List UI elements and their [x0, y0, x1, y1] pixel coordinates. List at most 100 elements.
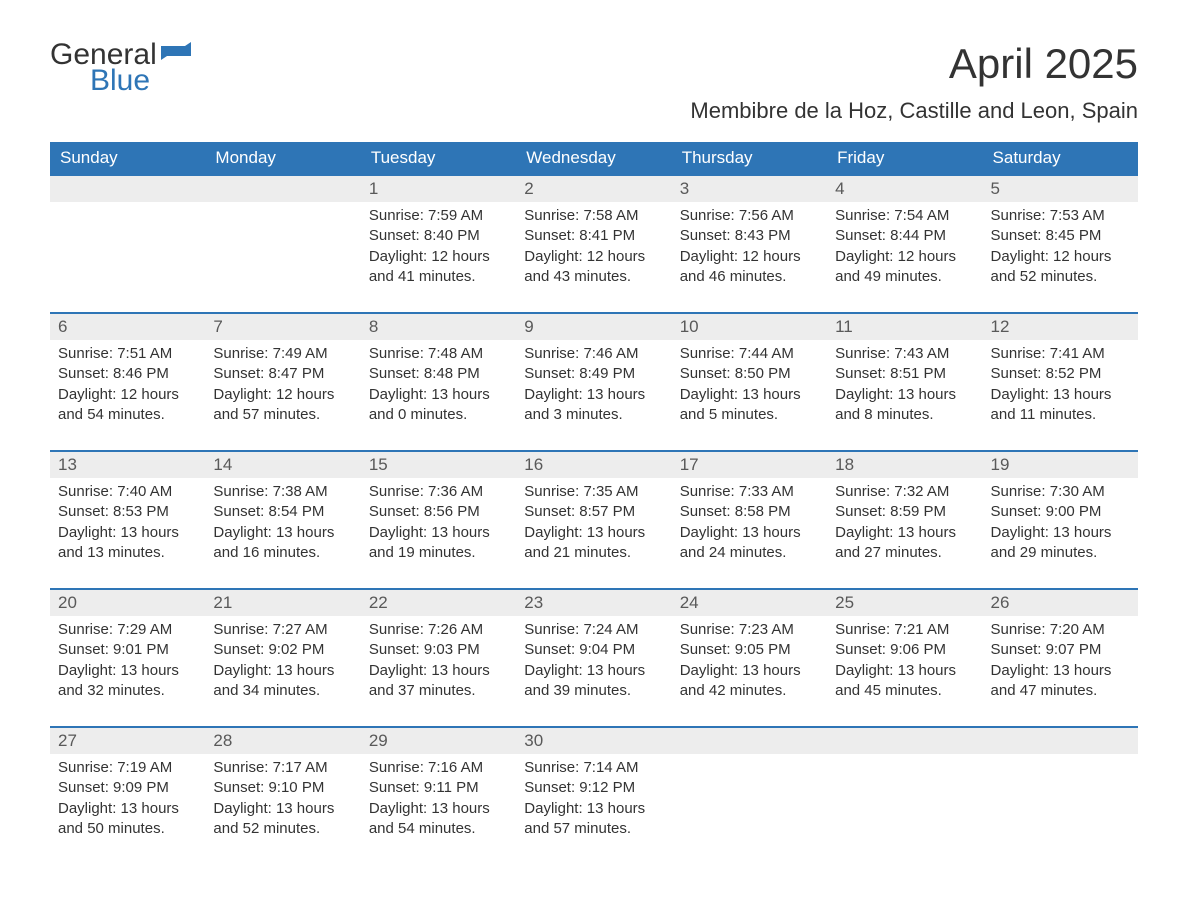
day-blank	[983, 727, 1138, 754]
day-number: 27	[50, 727, 205, 754]
day-sunrise: Sunrise: 7:49 AM	[213, 344, 352, 364]
day-sunrise: Sunrise: 7:58 AM	[524, 206, 663, 226]
day-details: Sunrise: 7:32 AMSunset: 8:59 PMDaylight:…	[827, 478, 982, 571]
day-d1: Daylight: 13 hours	[524, 661, 663, 681]
day-d1: Daylight: 13 hours	[213, 661, 352, 681]
day-sunrise: Sunrise: 7:43 AM	[835, 344, 974, 364]
day-d2: and 11 minutes.	[991, 405, 1130, 425]
day-number: 13	[50, 451, 205, 478]
day-d1: Daylight: 13 hours	[58, 799, 197, 819]
day-d2: and 39 minutes.	[524, 681, 663, 701]
calendar-table: SundayMondayTuesdayWednesdayThursdayFrid…	[50, 142, 1138, 847]
day-sunset: Sunset: 9:09 PM	[58, 778, 197, 798]
day-number: 15	[361, 451, 516, 478]
day-sunset: Sunset: 8:46 PM	[58, 364, 197, 384]
day-details: Sunrise: 7:51 AMSunset: 8:46 PMDaylight:…	[50, 340, 205, 433]
week-spacer	[50, 571, 1138, 589]
day-details: Sunrise: 7:46 AMSunset: 8:49 PMDaylight:…	[516, 340, 671, 433]
day-sunrise: Sunrise: 7:36 AM	[369, 482, 508, 502]
day-blank	[50, 175, 205, 202]
day-sunrise: Sunrise: 7:59 AM	[369, 206, 508, 226]
location: Membibre de la Hoz, Castille and Leon, S…	[690, 98, 1138, 124]
day-sunset: Sunset: 8:57 PM	[524, 502, 663, 522]
day-sunset: Sunset: 9:04 PM	[524, 640, 663, 660]
day-number: 2	[516, 175, 671, 202]
day-d2: and 37 minutes.	[369, 681, 508, 701]
day-sunset: Sunset: 8:41 PM	[524, 226, 663, 246]
day-sunrise: Sunrise: 7:56 AM	[680, 206, 819, 226]
day-d1: Daylight: 13 hours	[680, 523, 819, 543]
day-number: 29	[361, 727, 516, 754]
day-d1: Daylight: 13 hours	[680, 661, 819, 681]
day-details: Sunrise: 7:56 AMSunset: 8:43 PMDaylight:…	[672, 202, 827, 295]
day-header: Monday	[205, 142, 360, 175]
day-d1: Daylight: 12 hours	[524, 247, 663, 267]
day-sunrise: Sunrise: 7:53 AM	[991, 206, 1130, 226]
day-details: Sunrise: 7:53 AMSunset: 8:45 PMDaylight:…	[983, 202, 1138, 295]
day-number: 4	[827, 175, 982, 202]
day-d2: and 47 minutes.	[991, 681, 1130, 701]
day-sunrise: Sunrise: 7:16 AM	[369, 758, 508, 778]
day-header: Friday	[827, 142, 982, 175]
day-number: 25	[827, 589, 982, 616]
day-d2: and 21 minutes.	[524, 543, 663, 563]
day-d1: Daylight: 13 hours	[369, 661, 508, 681]
day-sunrise: Sunrise: 7:29 AM	[58, 620, 197, 640]
day-details: Sunrise: 7:59 AMSunset: 8:40 PMDaylight:…	[361, 202, 516, 295]
day-sunrise: Sunrise: 7:27 AM	[213, 620, 352, 640]
day-sunset: Sunset: 9:07 PM	[991, 640, 1130, 660]
week-spacer	[50, 709, 1138, 727]
day-sunrise: Sunrise: 7:48 AM	[369, 344, 508, 364]
day-details: Sunrise: 7:40 AMSunset: 8:53 PMDaylight:…	[50, 478, 205, 571]
day-sunrise: Sunrise: 7:20 AM	[991, 620, 1130, 640]
day-sunrise: Sunrise: 7:33 AM	[680, 482, 819, 502]
day-d1: Daylight: 13 hours	[369, 385, 508, 405]
day-details: Sunrise: 7:20 AMSunset: 9:07 PMDaylight:…	[983, 616, 1138, 709]
day-number: 7	[205, 313, 360, 340]
day-details: Sunrise: 7:30 AMSunset: 9:00 PMDaylight:…	[983, 478, 1138, 571]
day-d1: Daylight: 13 hours	[524, 523, 663, 543]
day-d2: and 50 minutes.	[58, 819, 197, 839]
day-d2: and 24 minutes.	[680, 543, 819, 563]
day-blank	[827, 727, 982, 754]
day-d2: and 43 minutes.	[524, 267, 663, 287]
day-details: Sunrise: 7:26 AMSunset: 9:03 PMDaylight:…	[361, 616, 516, 709]
day-d2: and 42 minutes.	[680, 681, 819, 701]
day-d1: Daylight: 12 hours	[680, 247, 819, 267]
day-number: 5	[983, 175, 1138, 202]
day-d2: and 54 minutes.	[58, 405, 197, 425]
day-details: Sunrise: 7:54 AMSunset: 8:44 PMDaylight:…	[827, 202, 982, 295]
day-d2: and 8 minutes.	[835, 405, 974, 425]
logo: General Blue	[50, 40, 199, 96]
day-sunset: Sunset: 8:54 PM	[213, 502, 352, 522]
day-sunset: Sunset: 8:45 PM	[991, 226, 1130, 246]
day-sunset: Sunset: 9:05 PM	[680, 640, 819, 660]
day-d1: Daylight: 13 hours	[991, 385, 1130, 405]
day-details	[50, 202, 205, 295]
day-d2: and 54 minutes.	[369, 819, 508, 839]
day-header: Wednesday	[516, 142, 671, 175]
day-d2: and 19 minutes.	[369, 543, 508, 563]
day-sunset: Sunset: 9:10 PM	[213, 778, 352, 798]
day-sunset: Sunset: 9:03 PM	[369, 640, 508, 660]
day-d2: and 29 minutes.	[991, 543, 1130, 563]
day-sunset: Sunset: 9:01 PM	[58, 640, 197, 660]
day-details: Sunrise: 7:33 AMSunset: 8:58 PMDaylight:…	[672, 478, 827, 571]
day-d1: Daylight: 12 hours	[58, 385, 197, 405]
day-number: 22	[361, 589, 516, 616]
day-d1: Daylight: 13 hours	[213, 799, 352, 819]
day-d2: and 16 minutes.	[213, 543, 352, 563]
day-number: 18	[827, 451, 982, 478]
day-d1: Daylight: 13 hours	[835, 661, 974, 681]
day-details: Sunrise: 7:43 AMSunset: 8:51 PMDaylight:…	[827, 340, 982, 433]
day-number: 30	[516, 727, 671, 754]
day-d1: Daylight: 13 hours	[680, 385, 819, 405]
day-sunrise: Sunrise: 7:19 AM	[58, 758, 197, 778]
day-d2: and 0 minutes.	[369, 405, 508, 425]
day-details	[983, 754, 1138, 847]
day-d1: Daylight: 13 hours	[524, 385, 663, 405]
day-details: Sunrise: 7:44 AMSunset: 8:50 PMDaylight:…	[672, 340, 827, 433]
day-d1: Daylight: 13 hours	[369, 523, 508, 543]
day-sunset: Sunset: 8:49 PM	[524, 364, 663, 384]
day-sunrise: Sunrise: 7:17 AM	[213, 758, 352, 778]
